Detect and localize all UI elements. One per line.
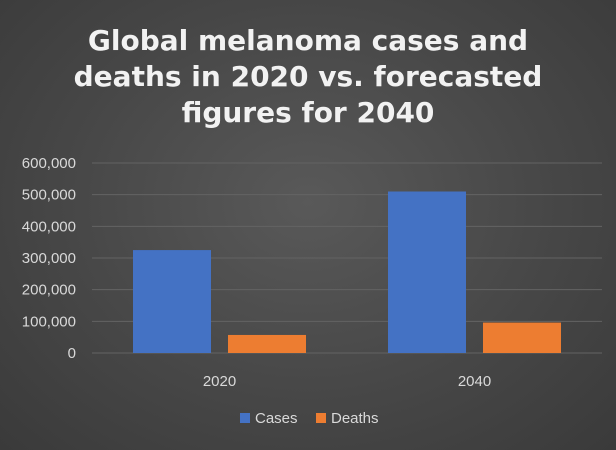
- x-axis-tick-labels: 2020 2040: [203, 373, 491, 390]
- y-tick-label: 0: [68, 345, 76, 362]
- bar-cases-2040: [388, 191, 466, 353]
- y-tick-label: 300,000: [22, 250, 76, 267]
- legend-label-cases: Cases: [255, 410, 298, 427]
- x-tick-label: 2040: [458, 373, 491, 390]
- bars: [133, 191, 561, 353]
- legend-swatch-cases: [240, 413, 250, 423]
- bar-deaths-2040: [483, 322, 561, 353]
- bar-cases-2020: [133, 250, 211, 353]
- x-tick-label: 2020: [203, 373, 236, 390]
- y-tick-label: 200,000: [22, 282, 76, 299]
- y-tick-label: 600,000: [22, 155, 76, 172]
- y-tick-label: 400,000: [22, 218, 76, 235]
- legend-swatch-deaths: [316, 413, 326, 423]
- chart-title: Global melanoma cases and deaths in 2020…: [74, 24, 543, 129]
- y-tick-label: 100,000: [22, 313, 76, 330]
- y-axis-tick-labels: 0 100,000 200,000 300,000 400,000 500,000 600,…: [22, 155, 76, 362]
- legend-label-deaths: Deaths: [331, 410, 379, 427]
- chart-title-line-1: Global melanoma cases and: [88, 24, 528, 57]
- chart-title-line-2: deaths in 2020 vs. forecasted: [74, 60, 543, 93]
- y-tick-label: 500,000: [22, 187, 76, 204]
- bar-deaths-2020: [228, 334, 306, 353]
- chart-title-line-3: figures for 2040: [182, 96, 435, 129]
- legend: Cases Deaths: [240, 410, 379, 427]
